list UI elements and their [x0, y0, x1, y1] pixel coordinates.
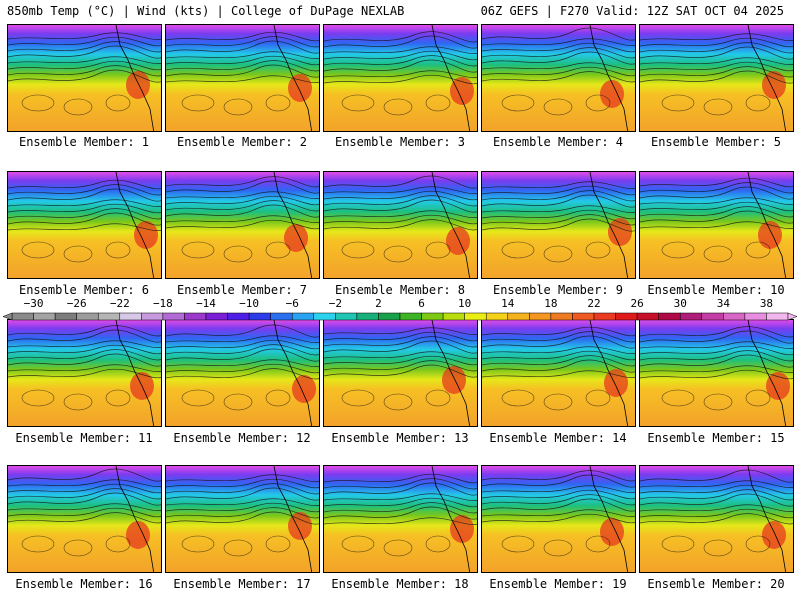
- colorbar-swatch: [399, 312, 422, 321]
- colorbar-swatch: [550, 312, 573, 321]
- chart-title: 850mb Temp (°C) | Wind (kts) | College o…: [7, 4, 405, 18]
- colorbar-tick-label: 22: [587, 297, 601, 310]
- colorbar-swatch: [723, 312, 746, 321]
- ensemble-member-3-map: [323, 24, 478, 132]
- ensemble-member-label: Ensemble Member: 8: [334, 283, 466, 297]
- ensemble-member-9-map: [481, 171, 636, 279]
- colorbar-swatch: [270, 312, 293, 321]
- colorbar-swatch: [184, 312, 207, 321]
- colorbar-swatch: [701, 312, 724, 321]
- colorbar-tick-label: −2: [328, 297, 342, 310]
- colorbar-tick-label: 38: [759, 297, 774, 310]
- ensemble-member-label: Ensemble Member: 2: [176, 135, 308, 149]
- colorbar-swatch: [529, 312, 552, 321]
- colorbar-tick-label: −6: [285, 297, 299, 310]
- ensemble-member-label: Ensemble Member: 11: [15, 431, 153, 445]
- colorbar-swatch: [572, 312, 595, 321]
- ensemble-member-label: Ensemble Member: 4: [492, 135, 624, 149]
- colorbar-swatch: [507, 312, 530, 321]
- colorbar-swatch: [636, 312, 659, 321]
- ensemble-member-16-map: [7, 465, 162, 573]
- colorbar-swatch: [378, 312, 401, 321]
- ensemble-member-label: Ensemble Member: 9: [492, 283, 624, 297]
- ensemble-member-label: Ensemble Member: 6: [18, 283, 150, 297]
- ensemble-member-8-map: [323, 171, 478, 279]
- colorbar-swatch: [248, 312, 271, 321]
- ensemble-member-19-map: [481, 465, 636, 573]
- ensemble-member-15-map: [639, 319, 794, 427]
- ensemble-member-5-map: [639, 24, 794, 132]
- ensemble-member-6-map: [7, 171, 162, 279]
- colorbar-tick-label: 30: [673, 297, 687, 310]
- ensemble-member-label: Ensemble Member: 17: [173, 577, 311, 591]
- ensemble-member-label: Ensemble Member: 12: [173, 431, 311, 445]
- colorbar-high-arrow: [787, 312, 798, 321]
- ensemble-member-label: Ensemble Member: 10: [647, 283, 785, 297]
- colorbar-swatch: [335, 312, 358, 321]
- colorbar-swatch: [615, 312, 638, 321]
- colorbar-swatch: [33, 312, 56, 321]
- ensemble-member-17-map: [165, 465, 320, 573]
- ensemble-member-11-map: [7, 319, 162, 427]
- ensemble-member-label: Ensemble Member: 3: [334, 135, 466, 149]
- ensemble-member-12-map: [165, 319, 320, 427]
- colorbar-swatch: [227, 312, 250, 321]
- colorbar-swatch: [485, 312, 509, 321]
- run-valid-time: 06Z GEFS | F270 Valid: 12Z SAT OCT 04 20…: [480, 4, 784, 18]
- colorbar-swatch: [76, 312, 99, 321]
- colorbar-swatch: [313, 312, 336, 321]
- colorbar-tick-label: −10: [239, 297, 260, 310]
- colorbar-swatch: [766, 312, 789, 321]
- ensemble-member-13-map: [323, 319, 478, 427]
- colorbar-tick-label: 10: [458, 297, 472, 310]
- colorbar-tick-label: −30: [23, 297, 44, 310]
- colorbar-swatch: [356, 312, 379, 321]
- colorbar-swatch: [162, 312, 185, 321]
- ensemble-member-label: Ensemble Member: 20: [647, 577, 785, 591]
- ensemble-member-18-map: [323, 465, 478, 573]
- colorbar-swatch: [141, 312, 164, 321]
- colorbar-tick-label: 2: [375, 297, 382, 310]
- ensemble-member-2-map: [165, 24, 320, 132]
- colorbar-swatch: [744, 312, 767, 321]
- colorbar-tick-label: −14: [196, 297, 216, 310]
- ensemble-member-20-map: [639, 465, 794, 573]
- ensemble-member-label: Ensemble Member: 18: [331, 577, 469, 591]
- ensemble-member-label: Ensemble Member: 15: [647, 431, 785, 445]
- temperature-colorbar: [2, 312, 798, 321]
- colorbar-swatch: [658, 312, 681, 321]
- ensemble-member-7-map: [165, 171, 320, 279]
- colorbar-swatch: [679, 312, 703, 321]
- colorbar-low-arrow: [2, 312, 13, 321]
- colorbar-swatch: [97, 312, 121, 321]
- ensemble-member-14-map: [481, 319, 636, 427]
- ensemble-member-label: Ensemble Member: 14: [489, 431, 627, 445]
- ensemble-member-label: Ensemble Member: 7: [176, 283, 308, 297]
- colorbar-swatch: [54, 312, 77, 321]
- ensemble-member-10-map: [639, 171, 794, 279]
- ensemble-member-label: Ensemble Member: 5: [650, 135, 782, 149]
- ensemble-member-label: Ensemble Member: 19: [489, 577, 627, 591]
- ensemble-member-label: Ensemble Member: 16: [15, 577, 153, 591]
- colorbar-swatch: [11, 312, 34, 321]
- colorbar-swatch: [464, 312, 487, 321]
- colorbar-swatch: [119, 312, 142, 321]
- colorbar-tick-label: −22: [109, 297, 130, 310]
- colorbar-tick-label: 34: [716, 297, 730, 310]
- ensemble-member-label: Ensemble Member: 13: [331, 431, 469, 445]
- colorbar-tick-label: −18: [152, 297, 173, 310]
- colorbar-swatch: [442, 312, 465, 321]
- colorbar-swatch: [593, 312, 616, 321]
- colorbar-swatch: [205, 312, 228, 321]
- ensemble-member-label: Ensemble Member: 1: [18, 135, 150, 149]
- colorbar-tick-label: 6: [418, 297, 425, 310]
- ensemble-member-4-map: [481, 24, 636, 132]
- colorbar-tick-label: 18: [544, 297, 558, 310]
- ensemble-member-1-map: [7, 24, 162, 132]
- colorbar-tick-label: 26: [630, 297, 644, 310]
- colorbar-tick-label: 14: [501, 297, 515, 310]
- colorbar-swatch: [291, 312, 315, 321]
- colorbar-swatch: [421, 312, 444, 321]
- colorbar-tick-label: −26: [66, 297, 87, 310]
